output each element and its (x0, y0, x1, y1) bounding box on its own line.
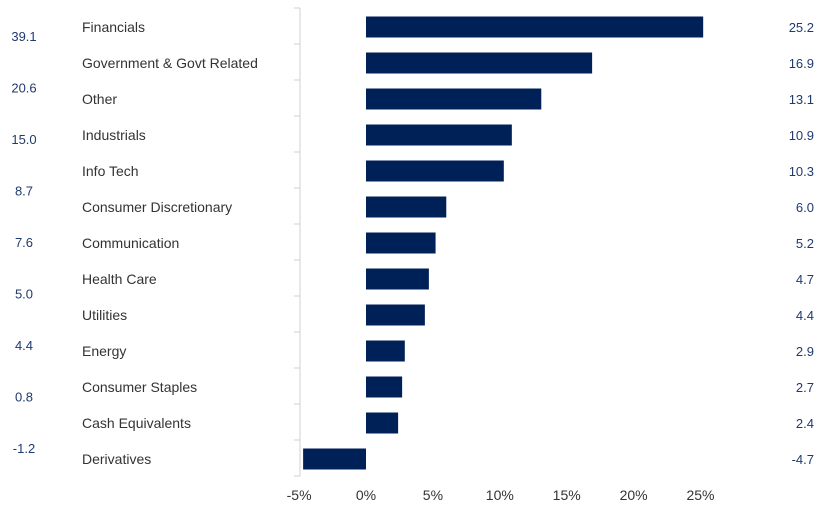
value-label: 2.4 (796, 416, 814, 431)
x-tick-label: -5% (287, 487, 312, 503)
left-value-label: 8.7 (15, 184, 33, 199)
category-label: Utilities (82, 307, 127, 323)
value-label: 25.2 (789, 20, 814, 35)
left-value-label: 0.8 (15, 390, 33, 405)
left-value-label: 39.1 (11, 29, 36, 44)
left-value-label: 15.0 (11, 132, 36, 147)
bar (366, 376, 403, 398)
bar (366, 232, 436, 254)
left-value-label: 5.0 (15, 287, 33, 302)
category-label: Derivatives (82, 451, 151, 467)
chart-axis (294, 7, 301, 477)
value-label: 2.7 (796, 380, 814, 395)
value-label: 6.0 (796, 200, 814, 215)
category-label: Industrials (82, 127, 146, 143)
value-labels: 25.2 16.9 13.1 10.9 10.3 6.0 5.2 4.7 4.4 2.9 2.7 2.… (789, 20, 814, 467)
bar (366, 340, 405, 362)
value-label: 13.1 (789, 92, 814, 107)
value-label: 10.3 (789, 164, 814, 179)
category-label: Consumer Staples (82, 379, 197, 395)
bar (366, 160, 504, 182)
bar (366, 304, 425, 326)
bar (366, 88, 542, 110)
category-label: Government & Govt Related (82, 55, 258, 71)
value-label: 4.7 (796, 272, 814, 287)
category-label: Financials (82, 19, 145, 35)
left-value-label: -1.2 (13, 441, 35, 456)
bars (303, 16, 704, 470)
category-label: Health Care (82, 271, 157, 287)
value-label: -4.7 (792, 452, 814, 467)
value-label: 5.2 (796, 236, 814, 251)
value-label: 10.9 (789, 128, 814, 143)
x-tick-label: 5% (423, 487, 443, 503)
x-tick-label: 10% (486, 487, 514, 503)
category-label: Other (82, 91, 117, 107)
category-label: Communication (82, 235, 179, 251)
bar (366, 412, 399, 434)
value-label: 4.4 (796, 308, 814, 323)
bar (366, 124, 512, 146)
bar (366, 196, 447, 218)
category-label: Consumer Discretionary (82, 199, 232, 215)
x-tick-label: 20% (620, 487, 648, 503)
bar (366, 268, 429, 290)
x-tick-label: 15% (553, 487, 581, 503)
left-value-label: 20.6 (11, 81, 36, 96)
value-label: 2.9 (796, 344, 814, 359)
category-label: Cash Equivalents (82, 415, 191, 431)
category-label: Energy (82, 343, 126, 359)
left-values-column: 39.1 20.6 15.0 8.7 7.6 5.0 4.4 0.8 -1.2 (11, 29, 36, 456)
bar (366, 52, 593, 74)
x-tick-label: 25% (686, 487, 714, 503)
x-tick-label: 0% (356, 487, 376, 503)
left-value-label: 7.6 (15, 235, 33, 250)
value-label: 16.9 (789, 56, 814, 71)
category-labels: Financials Government & Govt Related Other… (82, 19, 258, 467)
bar (303, 448, 366, 470)
bar (366, 16, 704, 38)
x-axis-ticks: -5% 0% 5% 10% 15% 20% 25% (287, 487, 715, 503)
category-label: Info Tech (82, 163, 139, 179)
left-value-label: 4.4 (15, 338, 33, 353)
